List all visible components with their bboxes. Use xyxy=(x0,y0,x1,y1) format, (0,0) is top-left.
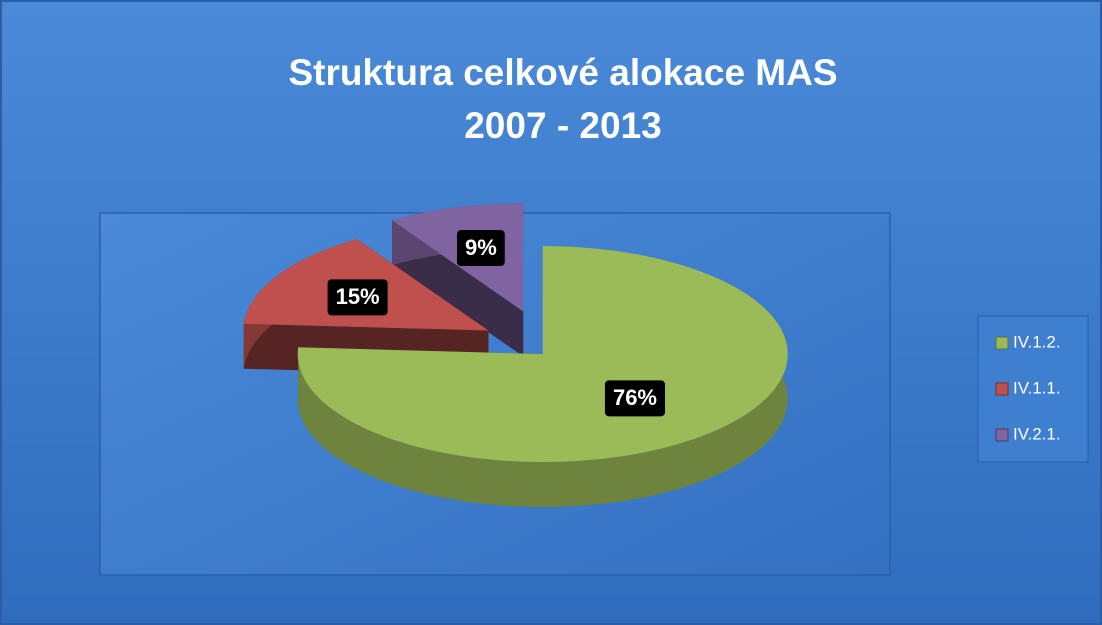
chart-title: Struktura celkové alokace MAS xyxy=(288,52,837,93)
chart-title: 2007 - 2013 xyxy=(464,105,662,146)
legend-swatch xyxy=(995,382,1009,396)
slice-top xyxy=(297,246,788,463)
data-label-box xyxy=(327,279,388,316)
data-label: 76% xyxy=(613,385,657,410)
data-label-box xyxy=(456,230,505,267)
data-label-box xyxy=(604,380,666,417)
pie-slice xyxy=(297,246,788,508)
legend-label: IV.1.2. xyxy=(1013,332,1061,351)
legend-swatch xyxy=(995,336,1009,350)
legend-label: IV.1.1. xyxy=(1013,378,1061,397)
data-label: 15% xyxy=(336,284,380,309)
data-label: 9% xyxy=(465,235,497,260)
legend-label: IV.2.1. xyxy=(1013,424,1061,443)
legend-swatch xyxy=(995,428,1009,442)
